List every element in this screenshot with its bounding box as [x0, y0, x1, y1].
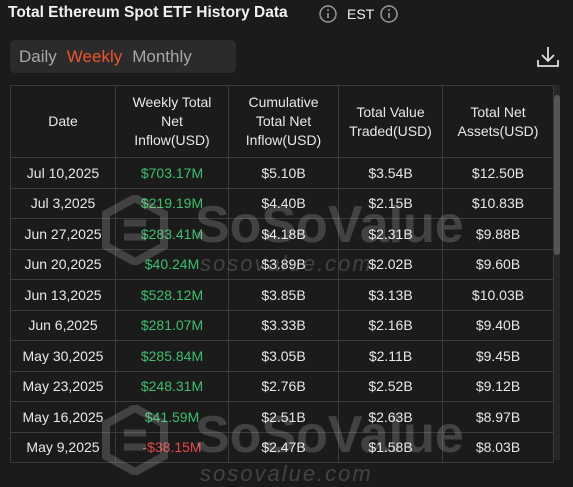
table-cell: $8.03B [442, 431, 554, 463]
scroll-thumb[interactable] [554, 95, 560, 255]
table-cell: $2.52B [338, 370, 443, 402]
table-cell: $9.40B [442, 309, 554, 341]
table-cell: $10.03B [442, 279, 554, 311]
table-cell: $3.33B [228, 309, 339, 341]
table-cell: $41.59M [115, 401, 229, 433]
table-cell: Jun 6,2025 [10, 309, 116, 341]
table-row: Jul 10,2025 $703.17M $5.10B $3.54B $12.50B [10, 157, 554, 189]
table-row: May 30,2025 $285.84M $3.05B $2.11B $9.45B [10, 340, 554, 372]
table-cell: $3.05B [228, 340, 339, 372]
tab[interactable]: Weekly [66, 46, 123, 66]
tab[interactable]: Monthly [132, 46, 192, 66]
table-cell: Jul 10,2025 [10, 157, 116, 189]
table-cell: $4.18B [228, 218, 339, 250]
scrollbar[interactable] [554, 85, 560, 460]
table-cell: $219.19M [115, 187, 229, 219]
table-cell: $2.63B [338, 401, 443, 433]
etf-table: Date Weekly Total Net Inflow(USD) Cumulati… [10, 85, 554, 463]
download-button[interactable] [536, 45, 560, 69]
table-cell: $2.47B [228, 431, 339, 463]
table-cell: May 30,2025 [10, 340, 116, 372]
table-cell: $1.58B [338, 431, 443, 463]
tab[interactable]: Daily [19, 46, 57, 66]
table-cell: $9.12B [442, 370, 554, 402]
column-header: Cumulative Total Net Inflow(USD) [228, 85, 339, 158]
table-body: Jul 10,2025 $703.17M $5.10B $3.54B $12.50B Ju… [10, 157, 554, 463]
table-cell: -$38.15M [115, 431, 229, 463]
table-cell: $40.24M [115, 248, 229, 280]
table-row: May 16,2025 $41.59M $2.51B $2.63B $8.97B [10, 401, 554, 433]
table-cell: May 16,2025 [10, 401, 116, 433]
table-cell: $283.41M [115, 218, 229, 250]
timezone[interactable]: EST [347, 6, 375, 22]
table-cell: $2.31B [338, 218, 443, 250]
info-icon[interactable] [318, 4, 338, 24]
column-header: Total Net Assets(USD) [442, 85, 554, 158]
table-row: Jun 6,2025 $281.07M $3.33B $2.16B $9.40B [10, 309, 554, 341]
table-cell: $9.60B [442, 248, 554, 280]
table-cell: Jul 3,2025 [10, 187, 116, 219]
table-cell: $10.83B [442, 187, 554, 219]
watermark-url: sosovalue.com [200, 461, 373, 486]
info-icon[interactable] [379, 4, 399, 24]
table-cell: $4.40B [228, 187, 339, 219]
table-cell: $703.17M [115, 157, 229, 189]
table-cell: $2.15B [338, 187, 443, 219]
table-cell: $528.12M [115, 279, 229, 311]
table-cell: $9.45B [442, 340, 554, 372]
table-cell: May 23,2025 [10, 370, 116, 402]
table-cell: $3.89B [228, 248, 339, 280]
table-row: Jun 27,2025 $283.41M $4.18B $2.31B $9.88B [10, 218, 554, 250]
table-cell: $285.84M [115, 340, 229, 372]
table-cell: $248.31M [115, 370, 229, 402]
table-cell: $2.51B [228, 401, 339, 433]
table-cell: $3.85B [228, 279, 339, 311]
table-cell: Jun 13,2025 [10, 279, 116, 311]
table-cell: $3.13B [338, 279, 443, 311]
table-row: May 23,2025 $248.31M $2.76B $2.52B $9.12B [10, 370, 554, 402]
table-cell: $5.10B [228, 157, 339, 189]
column-header: Date [10, 85, 116, 158]
table-cell: May 9,2025 [10, 431, 116, 463]
table-cell: $2.11B [338, 340, 443, 372]
table-row: Jun 20,2025 $40.24M $3.89B $2.02B $9.60B [10, 248, 554, 280]
table-cell: $2.02B [338, 248, 443, 280]
table-cell: $3.54B [338, 157, 443, 189]
table-cell: $9.88B [442, 218, 554, 250]
table-cell: $2.76B [228, 370, 339, 402]
header-row: Date Weekly Total Net Inflow(USD) Cumulati… [10, 85, 554, 158]
table-cell: $8.97B [442, 401, 554, 433]
period-tabs: Daily Weekly Monthly [10, 40, 236, 73]
page: Total Ethereum Spot ETF History Data EST… [8, 4, 560, 486]
table-row: Jul 3,2025 $219.19M $4.40B $2.15B $10.83B [10, 187, 554, 219]
table-cell: $281.07M [115, 309, 229, 341]
table-cell: Jun 20,2025 [10, 248, 116, 280]
table-cell: $12.50B [442, 157, 554, 189]
column-header: Total Value Traded(USD) [338, 85, 443, 158]
table-cell: $2.16B [338, 309, 443, 341]
table-row: Jun 13,2025 $528.12M $3.85B $3.13B $10.03B [10, 279, 554, 311]
page-title: Total Ethereum Spot ETF History Data [8, 4, 288, 21]
table-row: May 9,2025 -$38.15M $2.47B $1.58B $8.03B [10, 431, 554, 463]
table-cell: Jun 27,2025 [10, 218, 116, 250]
column-header: Weekly Total Net Inflow(USD) [115, 85, 229, 158]
